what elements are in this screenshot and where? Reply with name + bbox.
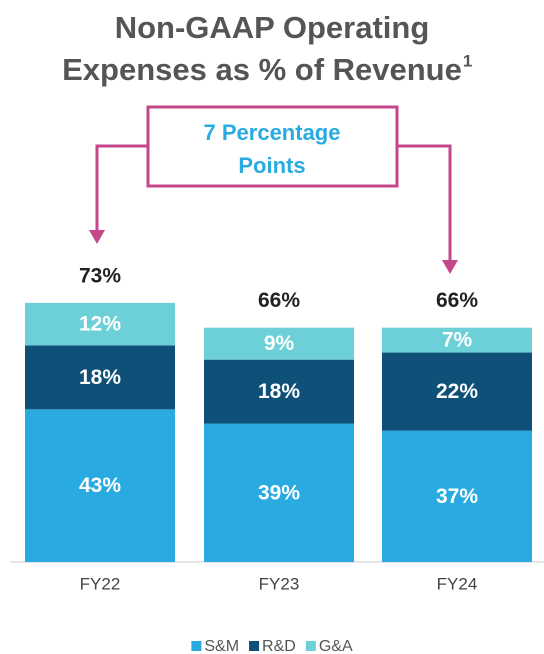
data-label: 7%	[442, 329, 473, 352]
bar-segment	[382, 352, 532, 431]
annotation-text: 7 Percentage	[204, 120, 341, 145]
legend-swatch	[191, 641, 202, 651]
data-label: 37%	[436, 485, 478, 508]
annotation-arrow	[95, 144, 148, 232]
bar-segment	[25, 409, 175, 562]
bar-segment	[382, 430, 532, 562]
bar-segment	[382, 327, 532, 353]
legend-label: S&M	[204, 638, 239, 654]
bar-segment	[25, 345, 175, 410]
data-label: 39%	[258, 481, 300, 504]
title-footnote: 1	[463, 51, 472, 70]
bar-segment	[204, 359, 354, 424]
total-label: 73%	[79, 264, 121, 287]
chart-title: Expenses as % of Revenue	[62, 52, 462, 87]
annotation-text: Points	[238, 153, 305, 178]
data-label: 9%	[264, 332, 295, 355]
arrow-head	[89, 230, 105, 244]
bar-segment	[204, 327, 354, 360]
x-tick-label: FY24	[437, 574, 478, 593]
data-label: 12%	[79, 313, 121, 336]
x-tick-label: FY22	[80, 574, 121, 593]
bar-segment	[25, 302, 175, 346]
arrow-head	[442, 260, 458, 274]
legend-label: R&D	[262, 638, 296, 654]
data-label: 18%	[258, 380, 300, 403]
data-label: 43%	[79, 474, 121, 497]
chart-title: Non-GAAP Operating	[115, 10, 430, 45]
data-label: 22%	[436, 380, 478, 403]
annotation-arrow	[397, 144, 452, 262]
annotation	[95, 105, 452, 262]
legend-swatch	[305, 641, 316, 651]
bar-segment	[204, 423, 354, 562]
x-tick-label: FY23	[259, 574, 300, 593]
legend-swatch	[249, 641, 260, 651]
legend-label: G&A	[319, 638, 353, 654]
data-label: 18%	[79, 366, 121, 389]
total-label: 66%	[258, 289, 300, 312]
total-label: 66%	[436, 289, 478, 312]
